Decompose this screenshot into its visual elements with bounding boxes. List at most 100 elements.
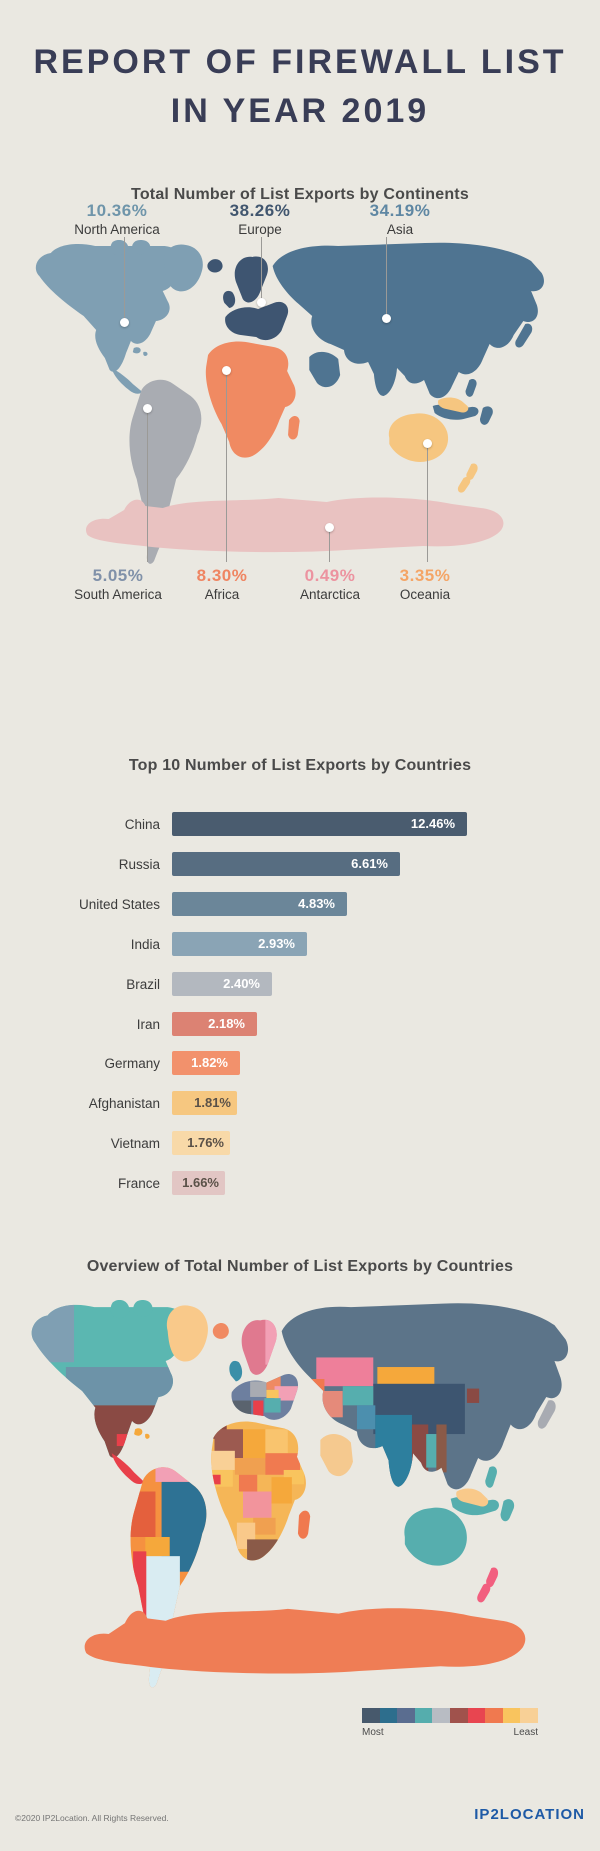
bar-country-label: India xyxy=(130,937,160,952)
world-map-countries xyxy=(31,1300,569,1688)
legend-most-label: Most xyxy=(362,1727,384,1738)
bar-row-vietnam: Vietnam 1.76% xyxy=(0,1131,600,1155)
legend-color-scale xyxy=(362,1708,538,1723)
continent-label-europe: 38.26% Europe xyxy=(180,200,340,239)
bar: 4.83% xyxy=(172,892,347,916)
bar-value-label: 2.40% xyxy=(223,976,260,991)
bar-value-label: 6.61% xyxy=(351,856,388,871)
leader-line-south-america xyxy=(147,408,148,562)
bar-country-label: China xyxy=(124,817,160,832)
bar-country-label: Brazil xyxy=(126,977,160,992)
bar: 2.40% xyxy=(172,972,272,996)
bar-country-label: Iran xyxy=(136,1017,160,1032)
legend-swatch xyxy=(379,1708,398,1723)
world-map-continents xyxy=(35,240,544,564)
map-dot-africa xyxy=(222,366,231,375)
legend-swatch xyxy=(432,1708,450,1723)
bar-row-afghanistan: Afghanistan 1.81% xyxy=(0,1091,600,1115)
brand-logo: IP2LOCATION xyxy=(474,1806,585,1823)
legend-swatch xyxy=(397,1708,415,1723)
bar: 2.18% xyxy=(172,1012,257,1036)
bar-value-label: 2.93% xyxy=(258,936,295,951)
legend-least-label: Least xyxy=(513,1727,538,1738)
footer-copyright: ©2020 IP2Location. All Rights Reserved. xyxy=(15,1813,169,1823)
bar: 12.46% xyxy=(172,812,467,836)
legend-swatch xyxy=(520,1708,538,1723)
continent-pct: 8.30% xyxy=(196,566,248,585)
bar-row-germany: Germany 1.82% xyxy=(0,1051,600,1075)
continent-name: Oceania xyxy=(399,587,451,603)
overview-north-america-region xyxy=(31,1300,208,1485)
bar: 1.82% xyxy=(172,1051,240,1075)
map-dot-oceania xyxy=(423,439,432,448)
bar-row-france: France 1.66% xyxy=(0,1171,600,1195)
continent-label-north-america: 10.36% North America xyxy=(37,200,197,239)
bar-country-label: Vietnam xyxy=(110,1136,160,1151)
bar-value-label: 1.82% xyxy=(191,1055,228,1070)
continent-pct: 10.36% xyxy=(86,201,148,220)
legend-swatch xyxy=(449,1708,468,1723)
continent-pct: 3.35% xyxy=(399,566,451,585)
legend-swatch xyxy=(485,1708,503,1723)
bar-value-label: 2.18% xyxy=(208,1016,245,1031)
bar-chart: China 12.46% Russia 6.61% United States … xyxy=(0,812,600,1202)
oceania-shape xyxy=(388,397,478,493)
map-dot-antarctica xyxy=(325,523,334,532)
bar-value-label: 1.66% xyxy=(182,1175,219,1190)
continent-label-antarctica: 0.49% Antarctica xyxy=(250,565,410,604)
bar-row-china: China 12.46% xyxy=(0,812,600,836)
legend-labels: Most Least xyxy=(362,1727,538,1738)
bar-country-label: Russia xyxy=(118,857,160,872)
bar: 6.61% xyxy=(172,852,400,876)
page-title-line2: IN YEAR 2019 xyxy=(170,92,430,131)
continent-name: Antarctica xyxy=(299,587,361,603)
map-dot-europe xyxy=(257,298,266,307)
continent-name: Africa xyxy=(204,587,240,603)
continent-name: Asia xyxy=(386,222,414,238)
continents-heading: Total Number of List Exports by Continen… xyxy=(131,186,469,203)
continent-name: South America xyxy=(74,587,162,603)
bar-country-label: United States xyxy=(78,897,160,912)
continent-label-south-america: 5.05% South America xyxy=(38,565,198,604)
bar-row-russia: Russia 6.61% xyxy=(0,852,600,876)
page-title-line1: REPORT OF FIREWALL LIST xyxy=(33,43,567,81)
map-dot-north-america xyxy=(120,318,129,327)
legend: Most Least xyxy=(362,1708,538,1738)
continent-pct: 0.49% xyxy=(304,566,356,585)
continent-label-africa: 8.30% Africa xyxy=(142,565,302,604)
page-title: REPORT OF FIREWALL LIST IN YEAR 2019 xyxy=(0,38,600,137)
legend-swatch xyxy=(502,1708,521,1723)
bar-row-india: India 2.93% xyxy=(0,932,600,956)
leader-line-asia xyxy=(386,237,387,318)
legend-swatch xyxy=(362,1708,380,1723)
continent-label-asia: 34.19% Asia xyxy=(320,200,480,239)
continent-pct: 34.19% xyxy=(369,201,431,220)
countries-heading: Top 10 Number of List Exports by Countri… xyxy=(128,757,472,774)
africa-shape xyxy=(205,341,300,458)
overview-oceania-region xyxy=(404,1488,499,1603)
bar-value-label: 4.83% xyxy=(298,896,335,911)
bar: 1.76% xyxy=(172,1131,230,1155)
bar-row-iran: Iran 2.18% xyxy=(0,1012,600,1036)
bar: 2.93% xyxy=(172,932,307,956)
north-america-shape xyxy=(35,240,203,394)
continent-pct: 5.05% xyxy=(92,566,144,585)
leader-line-oceania xyxy=(427,443,428,562)
legend-swatch xyxy=(467,1708,486,1723)
overview-heading: Overview of Total Number of List Exports… xyxy=(86,1258,514,1275)
bar-value-label: 1.81% xyxy=(194,1095,231,1110)
bar-country-label: France xyxy=(117,1176,160,1191)
leader-line-africa xyxy=(226,370,227,562)
overview-africa-region xyxy=(211,1421,311,1561)
bar-value-label: 1.76% xyxy=(187,1135,224,1150)
bar: 1.81% xyxy=(172,1091,237,1115)
leader-line-north-america xyxy=(124,237,125,322)
continent-pct: 38.26% xyxy=(229,201,291,220)
bar-country-label: Germany xyxy=(104,1056,160,1071)
continent-name: North America xyxy=(74,222,160,238)
continent-label-oceania: 3.35% Oceania xyxy=(345,565,505,604)
map-dot-asia xyxy=(382,314,391,323)
leader-line-europe xyxy=(261,237,262,302)
leader-line-antarctica xyxy=(329,527,330,562)
